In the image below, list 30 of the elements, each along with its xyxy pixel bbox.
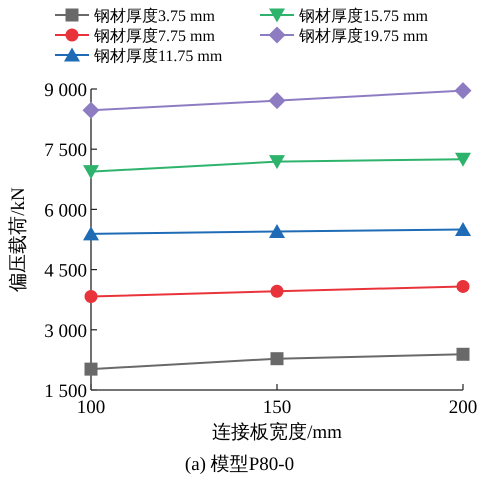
point: [269, 224, 285, 238]
point: [454, 82, 472, 100]
point: [82, 102, 100, 119]
point: [83, 226, 99, 240]
point: [268, 92, 286, 110]
legend-label: 钢材厚度7.75 mm: [93, 27, 216, 45]
y-axis-title: 偏压载荷/kN: [8, 186, 29, 292]
y-tick-label: 4 500: [44, 260, 87, 282]
point: [269, 155, 285, 170]
point: [84, 290, 98, 303]
y-tick-label: 9 000: [44, 80, 87, 101]
legend-label: 钢材厚度11.75 mm: [93, 47, 223, 65]
point: [83, 165, 99, 180]
point: [455, 222, 471, 236]
legend-label: 钢材厚度19.75 mm: [298, 27, 428, 45]
legend-label: 钢材厚度3.75 mm: [93, 7, 216, 25]
point: [455, 152, 471, 167]
text: (a) 模型P80-0: [184, 454, 294, 475]
x-tick-label: 150: [262, 397, 292, 418]
x-axis-title: 连接板宽度/mm: [212, 421, 342, 443]
point: [456, 280, 470, 293]
x-tick-label: 200: [448, 397, 478, 418]
point: [84, 362, 98, 376]
y-tick-label: 3 000: [44, 320, 87, 342]
legend-label: 钢材厚度15.75 mm: [298, 7, 428, 25]
y-tick-label: 7 500: [44, 140, 87, 162]
point: [270, 284, 284, 298]
point: [456, 348, 470, 361]
y-tick-label: 6 000: [44, 200, 87, 222]
point: [270, 352, 284, 366]
